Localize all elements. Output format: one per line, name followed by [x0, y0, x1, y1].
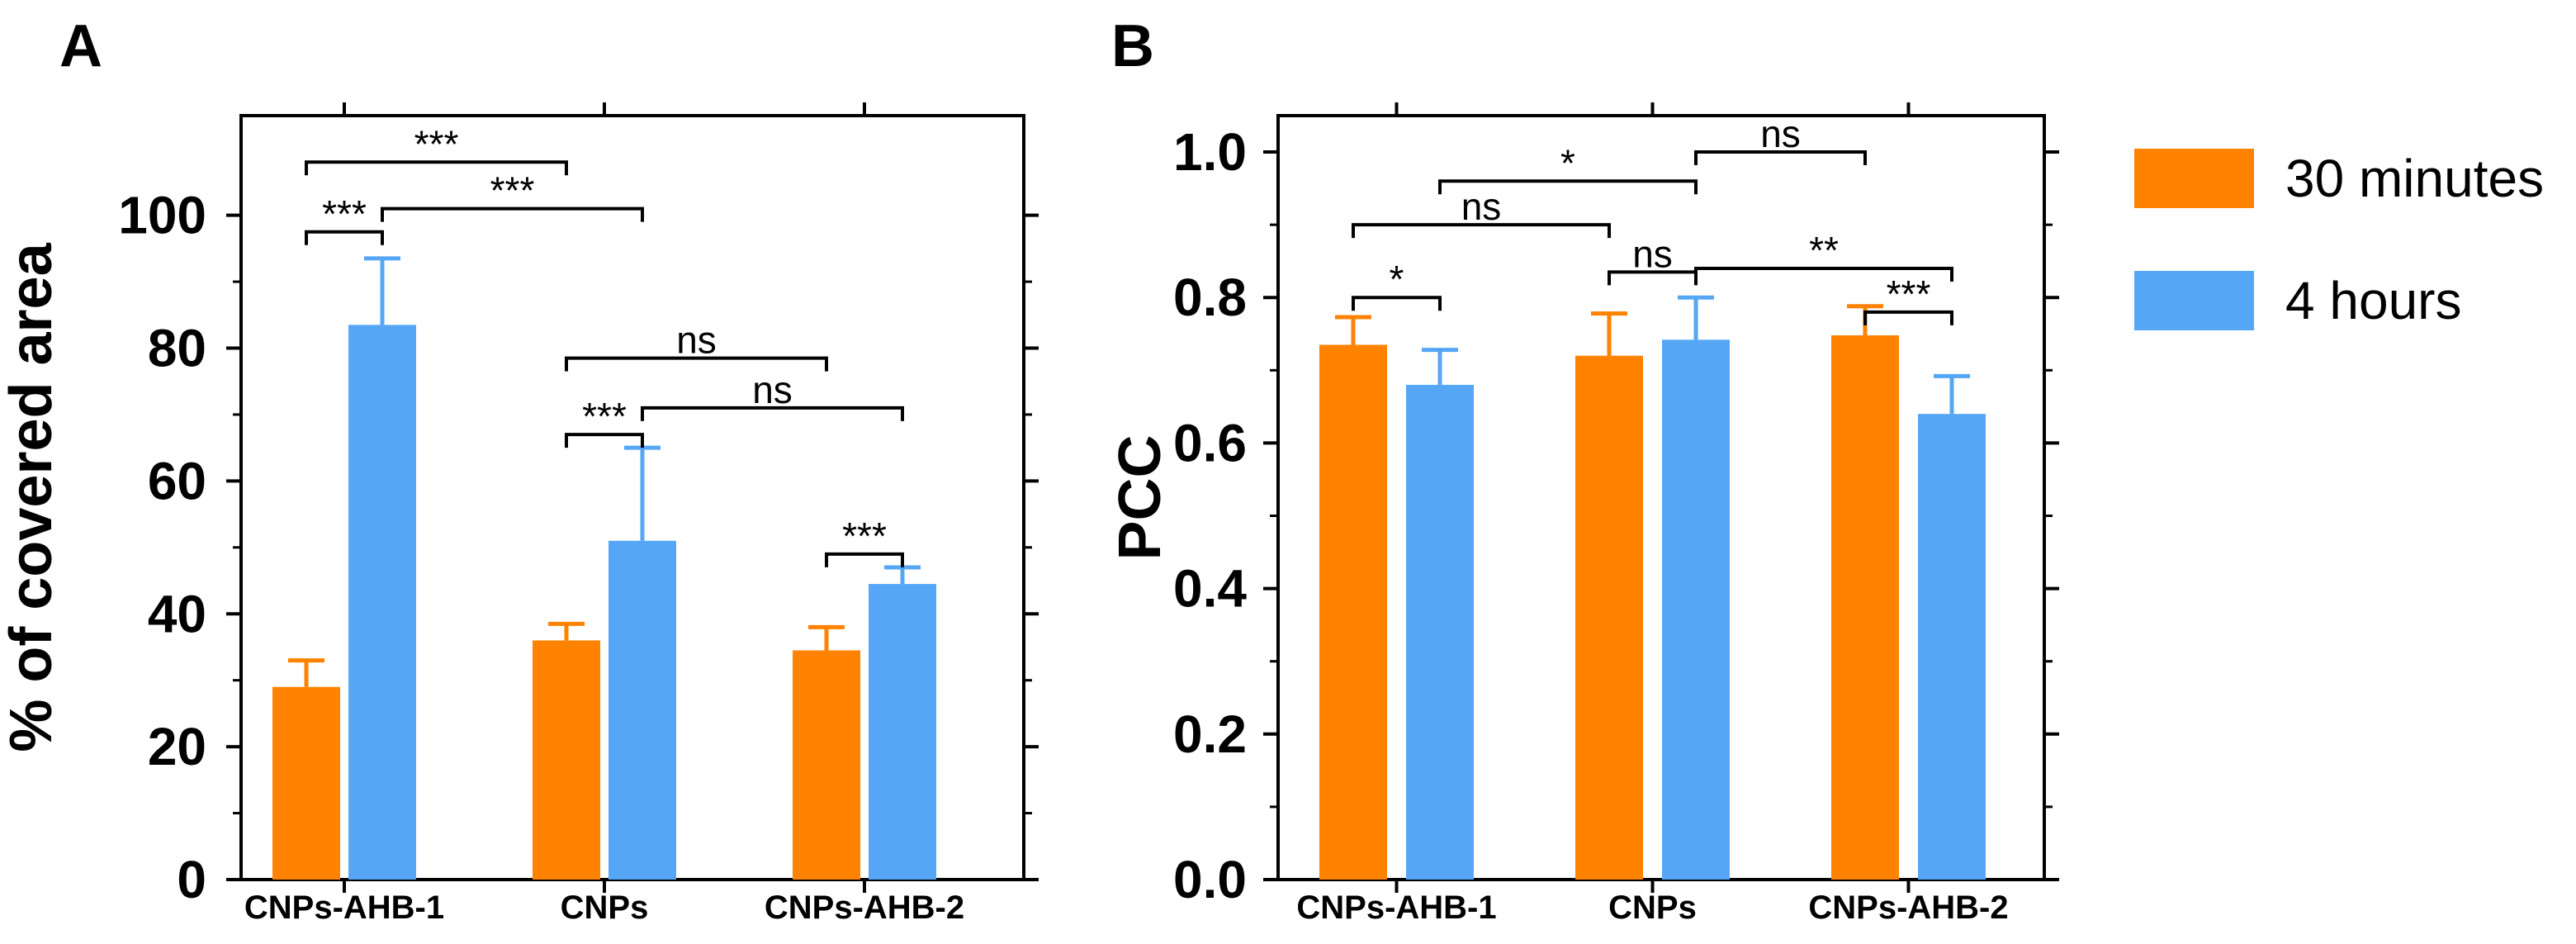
- panel-a-letter: A: [59, 13, 102, 79]
- bar: [608, 540, 676, 880]
- ytick-label: 0.2: [1173, 704, 1247, 764]
- ytick-label: 60: [148, 451, 206, 510]
- bar: [1575, 355, 1643, 880]
- significance-bracket: [1608, 270, 1698, 286]
- ytick-label: 0.8: [1173, 268, 1247, 327]
- significance-label: ***: [842, 515, 887, 557]
- ytick-label: 0.0: [1173, 850, 1247, 909]
- significance-label: *: [1390, 258, 1404, 301]
- ytick-label: 0.6: [1173, 413, 1247, 472]
- significance-label: ***: [582, 395, 627, 438]
- bar: [1662, 339, 1730, 880]
- legend-swatch: [2134, 271, 2254, 330]
- significance-bracket: [1352, 296, 1442, 311]
- significance-bracket: [1352, 223, 1611, 239]
- bar: [793, 650, 860, 880]
- significance-label: ns: [676, 319, 717, 362]
- xtick-label: CNPs: [1608, 889, 1697, 926]
- ytick-label: 40: [148, 584, 206, 643]
- significance-label: ***: [414, 122, 459, 165]
- significance-bracket: [305, 230, 384, 245]
- plot-frame: [1276, 114, 2046, 881]
- bar: [348, 325, 416, 880]
- significance-label: ***: [1887, 273, 1931, 315]
- significance-label: ns: [1760, 112, 1801, 155]
- xtick-label: CNPs-AHB-2: [765, 889, 964, 926]
- significance-label: ***: [322, 192, 367, 235]
- significance-label: **: [1809, 229, 1839, 272]
- y-axis-label: % of covered area: [0, 242, 64, 752]
- bar: [869, 584, 936, 880]
- bar: [1831, 335, 1899, 880]
- y-axis-label: PCC: [1107, 434, 1173, 560]
- legend-swatch: [2134, 149, 2254, 208]
- significance-bracket: [565, 433, 644, 448]
- legend: 30 minutes 4 hours: [2134, 149, 2544, 330]
- bar: [1918, 414, 1986, 880]
- significance-bracket: [1694, 150, 1867, 166]
- ytick-label: 20: [148, 717, 206, 776]
- bar: [1406, 384, 1474, 880]
- significance-bracket: [825, 552, 904, 567]
- ytick-label: 100: [118, 186, 206, 245]
- ytick-label: 1.0: [1173, 122, 1247, 182]
- panel-b-letter: B: [1111, 13, 1154, 79]
- xtick-label: CNPs: [561, 889, 649, 926]
- significance-bracket: [565, 356, 828, 372]
- ytick-label: 80: [148, 319, 206, 378]
- legend-label: 30 minutes: [2285, 149, 2544, 208]
- xtick-label: CNPs-AHB-1: [244, 889, 444, 926]
- significance-label: *: [1560, 141, 1575, 184]
- chart-a: 0 20 40 60 80 100 CNPs-AHB-1 CNPs CNPs-AHB-2 % of…: [0, 102, 1039, 926]
- xtick-label: CNPs-AHB-2: [1808, 889, 2008, 926]
- significance-label: ns: [1632, 232, 1673, 275]
- bar: [1319, 344, 1387, 880]
- chart-b: 0.0 0.2 0.4 0.6 0.8 1.0 CNPs-AHB-1 CNPs CNPs-AHB…: [1107, 102, 2059, 926]
- ytick-label: 0: [177, 850, 206, 909]
- ytick-label: 0.4: [1173, 559, 1247, 619]
- xtick-label: CNPs-AHB-1: [1296, 889, 1496, 926]
- significance-label: ns: [1461, 185, 1502, 228]
- legend-label: 4 hours: [2285, 271, 2461, 330]
- bar: [533, 640, 600, 880]
- bar: [272, 686, 340, 880]
- significance-bracket: [305, 160, 568, 176]
- significance-bracket: [1863, 310, 1953, 325]
- significance-bracket: [641, 406, 904, 421]
- significance-bracket: [381, 206, 644, 222]
- significance-label: ns: [752, 368, 793, 411]
- significance-label: ***: [490, 169, 535, 212]
- significance-bracket: [1438, 179, 1698, 195]
